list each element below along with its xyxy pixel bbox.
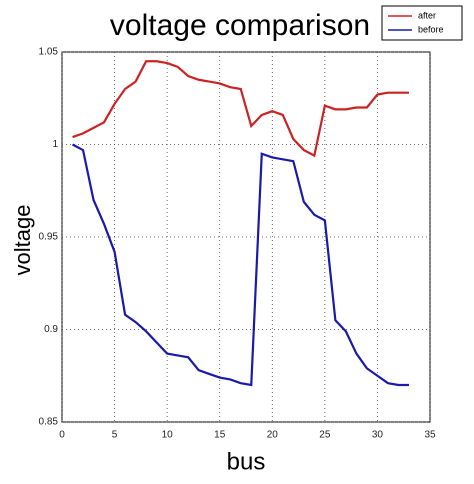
legend-label: after	[418, 10, 436, 20]
y-tick-label: 0.9	[44, 324, 58, 335]
x-tick-label: 0	[59, 430, 65, 441]
y-tick-label: 1	[52, 139, 58, 150]
y-tick-label: 0.85	[39, 417, 59, 428]
y-axis-label: voltage	[10, 205, 35, 276]
x-tick-label: 35	[424, 430, 436, 441]
y-tick-label: 1.05	[39, 47, 59, 58]
chart-title: voltage comparison	[110, 9, 370, 42]
x-tick-label: 5	[112, 430, 118, 441]
x-tick-label: 25	[319, 430, 331, 441]
legend-label: before	[418, 24, 444, 34]
line-series	[72, 143, 409, 387]
x-tick-label: 15	[214, 430, 226, 441]
x-tick-label: 20	[267, 430, 279, 441]
x-axis-label: bus	[227, 448, 266, 475]
line-series	[72, 60, 409, 158]
x-tick-label: 10	[162, 430, 174, 441]
legend-box	[381, 5, 463, 41]
y-tick-label: 0.95	[39, 232, 59, 243]
x-tick-label: 30	[372, 430, 384, 441]
